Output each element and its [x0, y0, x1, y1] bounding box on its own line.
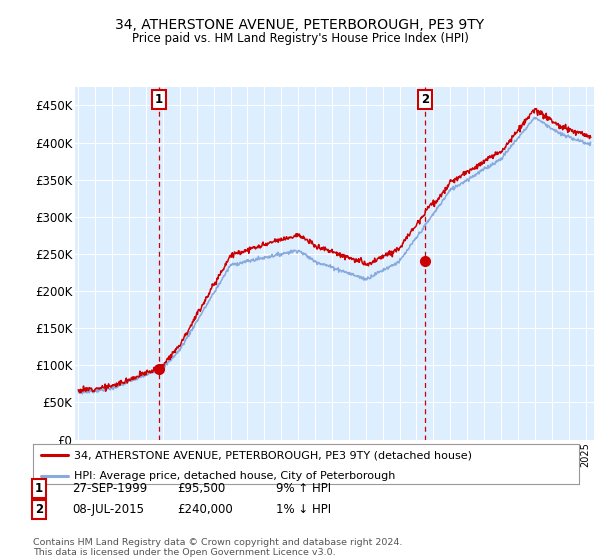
- Text: 2: 2: [35, 503, 43, 516]
- Text: 2: 2: [421, 92, 429, 106]
- Text: 9% ↑ HPI: 9% ↑ HPI: [276, 482, 331, 495]
- Text: 1: 1: [35, 482, 43, 495]
- Text: 34, ATHERSTONE AVENUE, PETERBOROUGH, PE3 9TY: 34, ATHERSTONE AVENUE, PETERBOROUGH, PE3…: [115, 18, 485, 32]
- Text: Contains HM Land Registry data © Crown copyright and database right 2024.
This d: Contains HM Land Registry data © Crown c…: [33, 538, 403, 557]
- Text: Price paid vs. HM Land Registry's House Price Index (HPI): Price paid vs. HM Land Registry's House …: [131, 32, 469, 45]
- Text: £240,000: £240,000: [177, 503, 233, 516]
- Text: 08-JUL-2015: 08-JUL-2015: [72, 503, 144, 516]
- Text: 34, ATHERSTONE AVENUE, PETERBOROUGH, PE3 9TY (detached house): 34, ATHERSTONE AVENUE, PETERBOROUGH, PE3…: [74, 450, 472, 460]
- Text: 1: 1: [155, 92, 163, 106]
- Text: 27-SEP-1999: 27-SEP-1999: [72, 482, 147, 495]
- Text: £95,500: £95,500: [177, 482, 225, 495]
- Text: HPI: Average price, detached house, City of Peterborough: HPI: Average price, detached house, City…: [74, 470, 395, 480]
- Text: 1% ↓ HPI: 1% ↓ HPI: [276, 503, 331, 516]
